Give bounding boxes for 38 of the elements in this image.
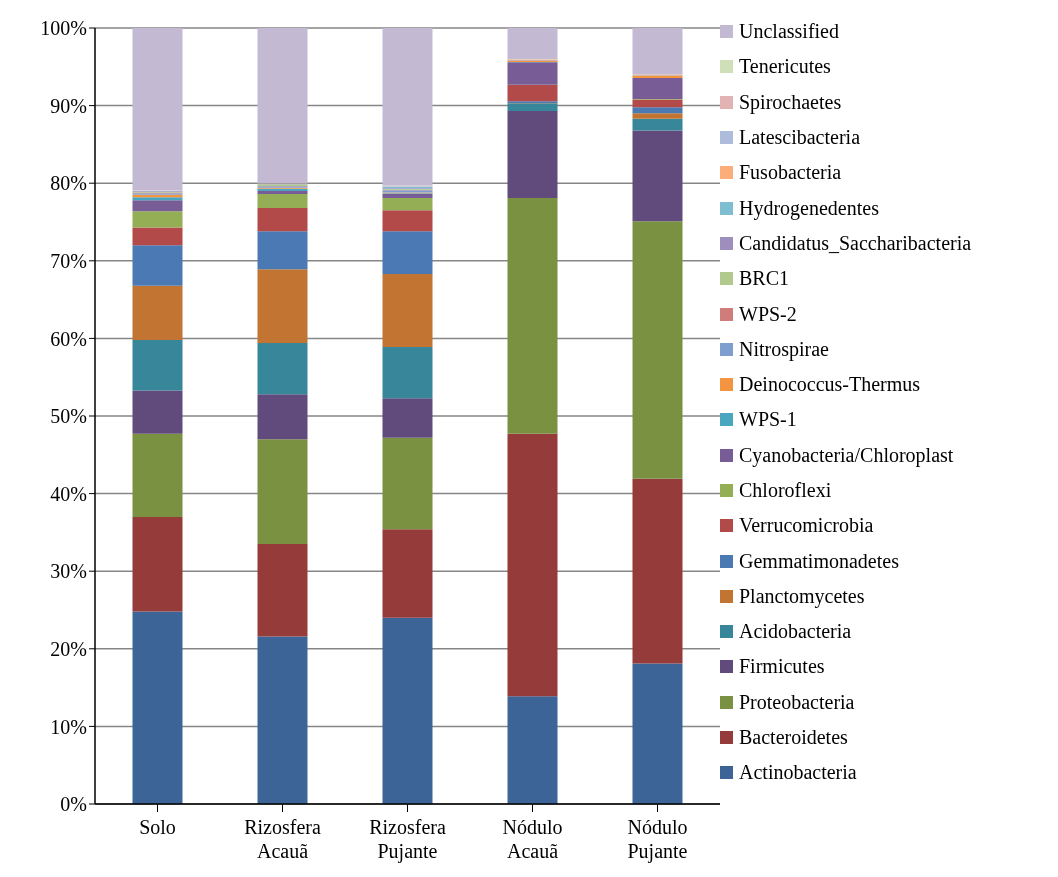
legend-label: Chloroflexi (739, 479, 832, 502)
legend-label: BRC1 (739, 267, 790, 291)
legend-label: Tenericutes (739, 55, 831, 79)
x-tick-label: Nódulo Pujante (627, 816, 688, 863)
legend-label: Cyanobacteria/Chloroplast (739, 443, 954, 467)
legend-label: Proteobacteria (739, 690, 855, 714)
y-tick-label: 0% (60, 793, 87, 816)
legend-label: WPS-1 (739, 408, 797, 432)
legend-label: Gemmatimonadetes (739, 549, 899, 573)
y-tick-label: 80% (50, 172, 87, 195)
y-tick-label: 50% (50, 405, 87, 428)
legend-label: WPS-2 (739, 302, 797, 326)
legend-label: Planctomycetes (739, 584, 865, 608)
y-tick-label: 30% (50, 560, 87, 583)
legend-label: Hydrogenedentes (739, 196, 879, 220)
y-tick-label: 90% (50, 94, 87, 117)
legend-label: Fusobacteria (739, 161, 842, 185)
legend-label: Bacteroidetes (739, 726, 848, 750)
x-tick-label: Rizosfera Acauã (244, 816, 321, 862)
x-tick-label: Nódulo Acauã (502, 816, 563, 862)
y-tick-label: 20% (50, 637, 87, 660)
legend-label: Actinobacteria (739, 761, 857, 785)
y-tick-label: 60% (50, 327, 87, 350)
y-tick-label: 70% (50, 249, 87, 272)
legend-label: Latescibacteria (739, 126, 861, 150)
legend-label: Candidatus_Saccharibacteria (739, 231, 972, 255)
y-tick-label: 40% (50, 482, 87, 505)
legend-label: Verrucomicrobia (739, 514, 874, 538)
legend-label: Unclassified (739, 20, 839, 44)
x-tick-label: Solo (139, 816, 176, 838)
x-tick-label: Rizosfera Pujante (369, 816, 446, 863)
legend-label: Spirochaetes (739, 90, 842, 114)
y-tick-label: 100% (40, 17, 87, 40)
legend-label: Deinococcus-Thermus (739, 373, 921, 397)
legend-label: Acidobacteria (739, 620, 852, 644)
legend-label: Nitrospirae (739, 337, 829, 361)
y-tick-label: 10% (50, 715, 87, 738)
legend-label: Firmicutes (739, 655, 825, 679)
